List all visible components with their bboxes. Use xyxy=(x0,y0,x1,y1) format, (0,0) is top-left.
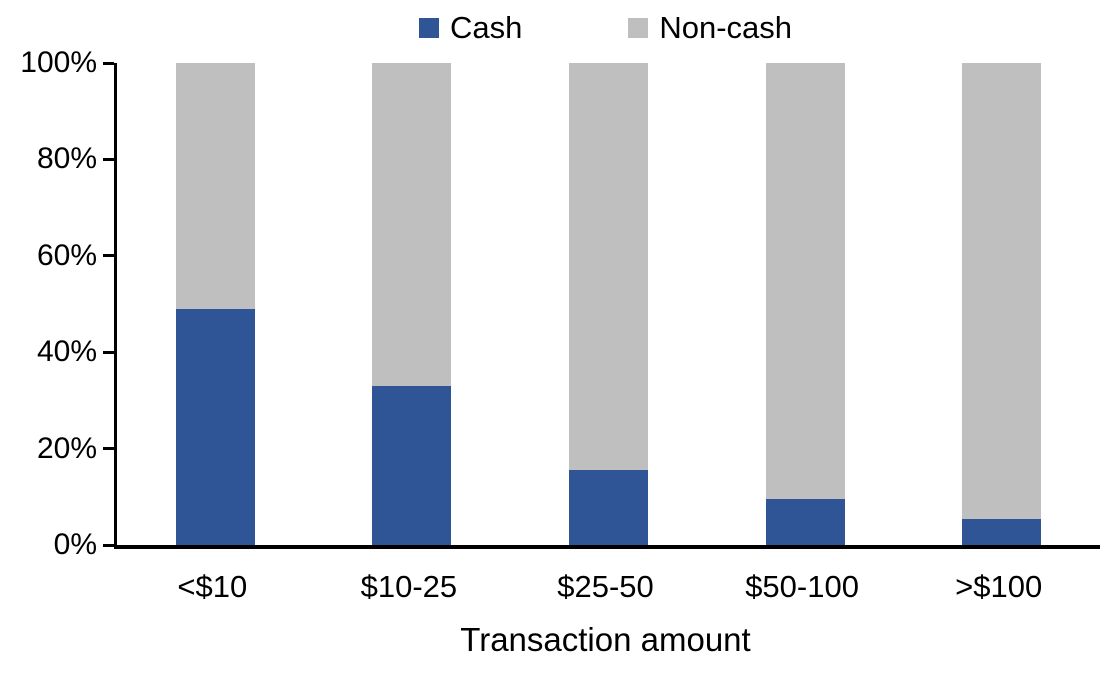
bar-segment-cash xyxy=(372,385,452,545)
y-axis-tick xyxy=(103,157,114,161)
legend-swatch-non-cash xyxy=(628,18,649,38)
y-axis-tick xyxy=(103,254,114,258)
plot-area: 0% 20% 40% 60% 80% 100% xyxy=(20,48,1100,560)
bar-slot--10 xyxy=(117,63,314,545)
x-axis-tick-label: $10-25 xyxy=(360,569,458,604)
bar-column--100 xyxy=(962,63,1042,545)
legend-item-non-cash: Non-cash xyxy=(628,12,792,44)
bar-segment-non-cash xyxy=(765,63,845,500)
bar-segment-cash xyxy=(962,518,1042,545)
x-axis-tick-labels: <$10 $10-25 $25-50 $50-100 >$100 xyxy=(114,571,1097,603)
y-axis-tick xyxy=(103,447,114,451)
bars-container xyxy=(117,63,1100,545)
y-axis-tick-label: 60% xyxy=(36,238,97,272)
y-axis-tick-label: 20% xyxy=(36,431,97,465)
y-axis-tick xyxy=(103,350,114,354)
x-axis-tick-label: <$10 xyxy=(177,569,248,604)
x-axis-tick-label: >$100 xyxy=(955,569,1043,604)
y-axis-tick xyxy=(103,61,114,65)
x-axis-tick-label: $25-50 xyxy=(557,569,654,604)
bar-segment-non-cash xyxy=(175,63,255,309)
bar-slot--50-100 xyxy=(707,63,904,545)
bar-segment-cash xyxy=(765,499,845,545)
legend-swatch-cash xyxy=(418,18,439,38)
bar-segment-non-cash xyxy=(568,63,648,471)
bar-slot--100 xyxy=(903,63,1100,545)
bar-segment-cash xyxy=(175,308,255,545)
bar-column--50-100 xyxy=(765,63,845,545)
bar-column--10-25 xyxy=(372,63,452,545)
y-axis-tick-label: 100% xyxy=(20,46,97,79)
bar-column--25-50 xyxy=(568,63,648,545)
y-axis-tick-label: 80% xyxy=(36,142,97,176)
y-axis-tick-label: 0% xyxy=(53,528,97,561)
legend-item-cash: Cash xyxy=(418,10,523,45)
bar-segment-non-cash xyxy=(372,63,452,386)
bar-slot--25-50 xyxy=(510,63,707,545)
bar-segment-non-cash xyxy=(962,63,1042,519)
bar-slot--10-25 xyxy=(314,63,511,545)
y-axis-tick xyxy=(103,543,114,547)
chart-legend: Cash Non-cash xyxy=(114,12,1097,44)
x-axis-tick-label: $50-100 xyxy=(745,569,859,604)
x-axis-title: Transaction amount xyxy=(460,621,751,658)
y-axis-tick-label: 40% xyxy=(36,335,97,369)
legend-label-non-cash: Non-cash xyxy=(659,10,793,45)
bar-segment-cash xyxy=(568,470,648,545)
legend-label-cash: Cash xyxy=(449,10,523,45)
bar-column--10 xyxy=(175,63,255,545)
